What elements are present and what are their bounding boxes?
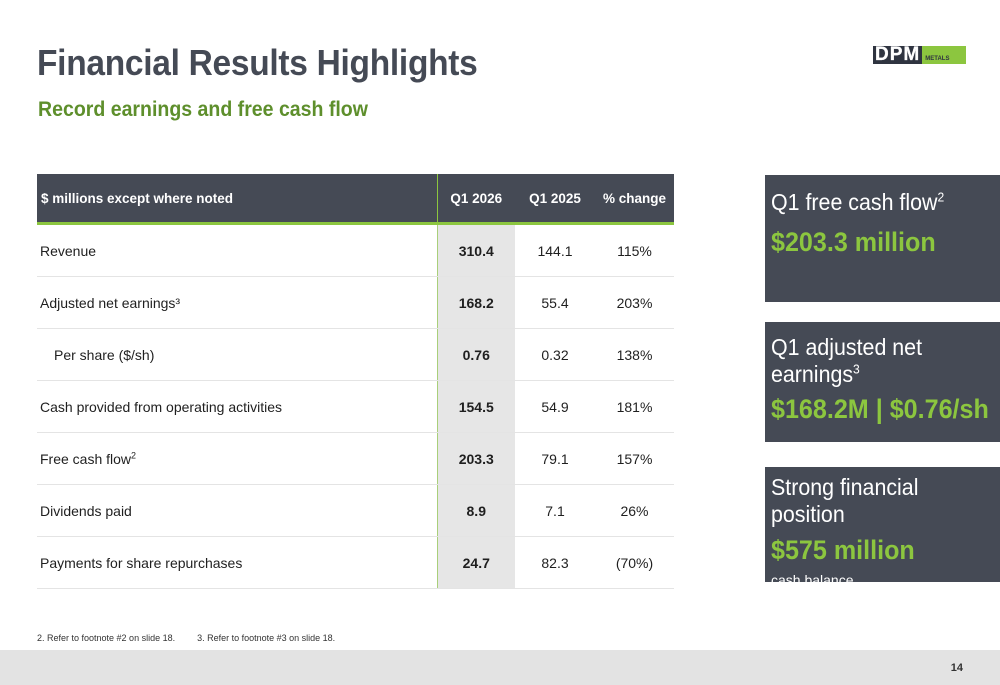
column-header: $ millions except where noted (37, 174, 437, 225)
row-label: Payments for share repurchases (37, 536, 437, 589)
percent-change-value: 26% (595, 484, 674, 537)
footnote-marker: 2 (131, 449, 137, 460)
q1-2026-value: 8.9 (436, 484, 515, 537)
q1-2025-value: 54.9 (515, 380, 595, 433)
logo-subtext: METALS (922, 46, 967, 64)
q1-2026-value: 168.2 (436, 276, 515, 329)
q1-2026-value: 24.7 (436, 536, 515, 589)
q1-2026-value: 154.5 (436, 380, 515, 433)
table-row: Free cash flow2 203.3 79.1 157% (37, 432, 674, 485)
q1-2025-value: 7.1 (515, 484, 595, 537)
footnotes: 2. Refer to footnote #2 on slide 18. 3. … (37, 633, 335, 643)
adjusted-net-earnings-card: Q1 adjusted net earnings3 $168.2M | $0.7… (765, 322, 1000, 442)
footnote-marker: 2 (937, 189, 945, 205)
column-header: Q1 2026 (436, 174, 515, 225)
percent-change-value: 203% (595, 276, 674, 329)
q1-2026-value: 203.3 (436, 432, 515, 485)
q1-2025-value: 82.3 (515, 536, 595, 589)
table-row: Per share ($/sh) 0.76 0.32 138% (37, 328, 674, 381)
logo-mark: DPM (873, 44, 923, 65)
row-label: Per share ($/sh) (37, 328, 437, 381)
q1-2025-value: 144.1 (515, 223, 595, 277)
row-label-text: Free cash flow (40, 450, 132, 467)
card-value: $168.2M | $0.76/sh (771, 394, 989, 424)
percent-change-value: 157% (595, 432, 674, 485)
financial-position-card: Strong financial position $575 million c… (765, 467, 1000, 588)
footnote: 2. Refer to footnote #2 on slide 18. (37, 633, 176, 643)
row-label: Revenue (37, 223, 437, 277)
card-value: $203.3 million (771, 227, 936, 257)
row-label: Adjusted net earnings³ (37, 276, 437, 329)
table-header-row: $ millions except where noted Q1 2026 Q1… (37, 174, 674, 225)
row-label: Dividends paid (37, 484, 437, 537)
column-header: Q1 2025 (515, 174, 595, 225)
table-row: Revenue 310.4 144.1 115% (37, 223, 674, 277)
footnote: 3. Refer to footnote #3 on slide 18. (197, 633, 336, 643)
q1-2025-value: 79.1 (515, 432, 595, 485)
company-logo: DPM METALS (873, 44, 967, 65)
table-row: Cash provided from operating activities … (37, 380, 674, 433)
card-heading: Q1 free cash flow2 (771, 189, 984, 216)
table-row: Adjusted net earnings³ 168.2 55.4 203% (37, 276, 674, 329)
percent-change-value: 138% (595, 328, 674, 381)
q1-2025-value: 0.32 (515, 328, 595, 381)
q1-2026-value: 0.76 (436, 328, 515, 381)
card-heading-text: Q1 free cash flow (771, 189, 938, 215)
percent-change-value: (70%) (595, 536, 674, 589)
q1-2026-value: 310.4 (436, 223, 515, 277)
percent-change-value: 115% (595, 223, 674, 277)
financial-table: $ millions except where noted Q1 2026 Q1… (37, 174, 674, 589)
free-cash-flow-card: Q1 free cash flow2 $203.3 million (765, 175, 1000, 302)
page-title: Financial Results Highlights (37, 42, 478, 83)
q1-2025-value: 55.4 (515, 276, 595, 329)
row-label: Free cash flow2 (37, 432, 437, 485)
page-number: 14 (950, 662, 963, 674)
table-row: Payments for share repurchases 24.7 82.3… (37, 536, 674, 589)
row-label: Cash provided from operating activities (37, 380, 437, 433)
card-heading: Q1 adjusted net earnings3 (771, 334, 984, 388)
footer-bar: 14 (0, 650, 1000, 685)
percent-change-value: 181% (595, 380, 674, 433)
card-value: $575 million (771, 535, 915, 565)
page-subtitle: Record earnings and free cash flow (38, 98, 368, 121)
card-note: cash balance (771, 572, 854, 588)
footnote-marker: 3 (853, 361, 860, 377)
table-row: Dividends paid 8.9 7.1 26% (37, 484, 674, 537)
card-heading-text: Q1 adjusted net earnings (771, 334, 923, 387)
card-heading: Strong financial position (771, 474, 919, 527)
column-header: % change (595, 174, 674, 225)
